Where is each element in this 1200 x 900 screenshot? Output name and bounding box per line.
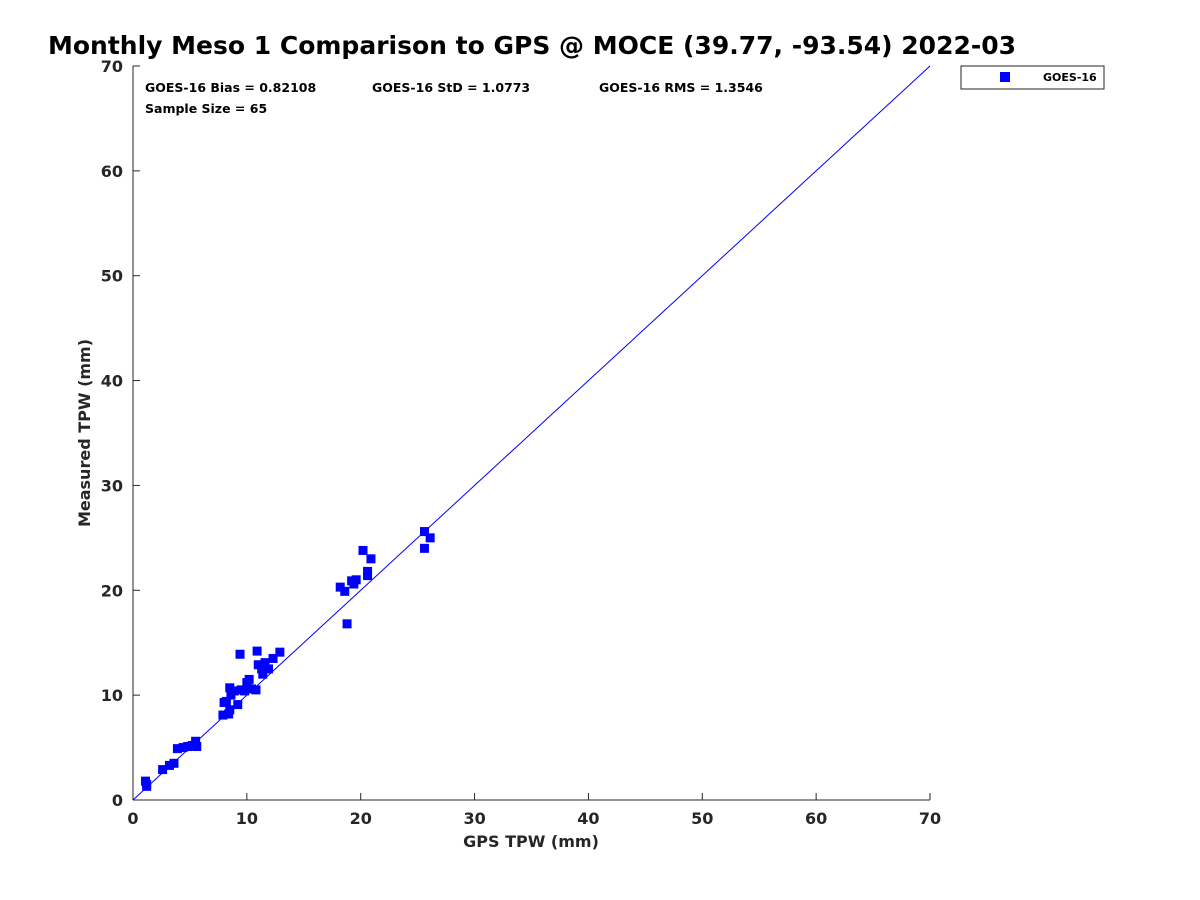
x-tick-label: 50	[691, 809, 713, 828]
data-point	[275, 647, 285, 657]
legend-marker-square	[1000, 72, 1010, 82]
legend-box	[960, 65, 1105, 90]
data-point	[221, 696, 231, 706]
x-tick-label: 70	[919, 809, 941, 828]
data-point	[251, 685, 261, 695]
data-point	[257, 664, 267, 674]
y-tick-label: 10	[101, 686, 123, 705]
stat-bias: GOES-16 Bias = 0.82108	[145, 80, 316, 95]
data-point	[252, 646, 262, 656]
legend-label: GOES-16	[1043, 71, 1097, 84]
data-point	[419, 527, 429, 537]
y-tick-label: 0	[112, 791, 123, 810]
data-point	[191, 736, 201, 746]
stat-rms: GOES-16 RMS = 1.3546	[599, 80, 763, 95]
data-point	[225, 705, 235, 715]
data-point	[233, 700, 243, 710]
data-point	[183, 742, 193, 752]
data-point	[340, 586, 350, 596]
data-point	[335, 582, 345, 592]
y-tick-label: 30	[101, 476, 123, 495]
data-point	[342, 619, 352, 629]
y-axis-label: Measured TPW (mm)	[75, 339, 94, 527]
stat-sample-size: Sample Size = 65	[145, 101, 267, 116]
data-point	[260, 658, 270, 668]
axis-ticks: 0 10 20 30 40 50 60 70 0 10 20 30 40 50 60 70	[101, 57, 941, 828]
data-point	[172, 744, 182, 754]
data-point	[225, 683, 235, 693]
x-tick-label: 60	[805, 809, 827, 828]
x-tick-label: 30	[463, 809, 485, 828]
data-point	[363, 566, 373, 576]
y-tick-label: 60	[101, 162, 123, 181]
legend: GOES-16	[960, 65, 1105, 90]
y-tick-label: 70	[101, 57, 123, 76]
data-point	[235, 649, 245, 659]
data-point	[244, 674, 254, 684]
data-point	[158, 765, 168, 775]
data-point	[164, 760, 174, 770]
x-tick-label: 40	[577, 809, 599, 828]
x-axis-label: GPS TPW (mm)	[463, 832, 599, 851]
data-point	[366, 554, 376, 564]
y-tick-label: 40	[101, 372, 123, 391]
x-tick-label: 10	[236, 809, 258, 828]
data-point	[351, 575, 361, 585]
data-point	[358, 545, 368, 555]
data-point	[258, 669, 268, 679]
x-tick-label: 20	[350, 809, 372, 828]
data-point	[218, 710, 228, 720]
data-point	[246, 684, 256, 694]
data-point	[192, 742, 202, 752]
data-point	[263, 664, 273, 674]
y-tick-label: 50	[101, 267, 123, 286]
data-points	[141, 527, 435, 791]
y-tick-label: 20	[101, 581, 123, 600]
data-point	[142, 781, 152, 791]
data-point	[419, 543, 429, 553]
x-tick-label: 0	[127, 809, 138, 828]
data-point	[425, 533, 435, 543]
data-point	[229, 686, 239, 696]
data-point	[268, 653, 278, 663]
data-point	[169, 758, 179, 768]
stat-std: GOES-16 StD = 1.0773	[372, 80, 530, 95]
data-point	[178, 743, 188, 753]
chart-title: Monthly Meso 1 Comparison to GPS @ MOCE …	[48, 31, 1016, 60]
